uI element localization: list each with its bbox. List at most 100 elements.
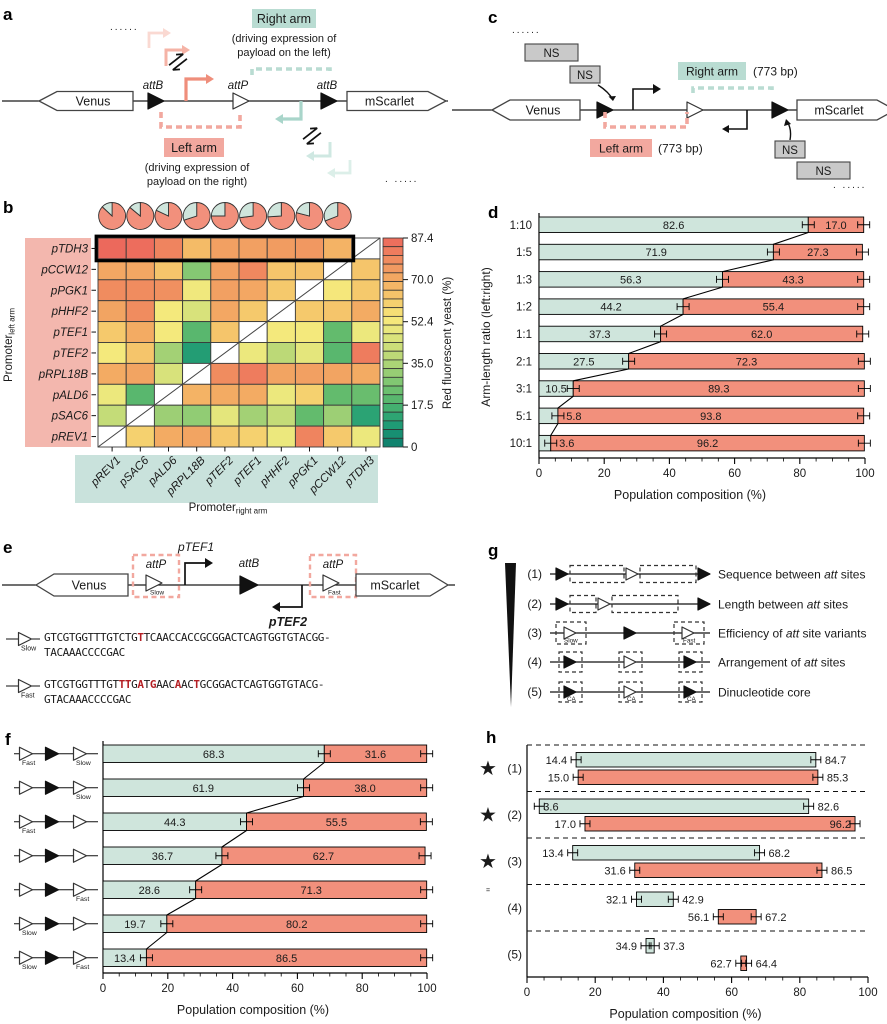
dashed-box xyxy=(639,564,697,584)
attP-variant-triangle-icon xyxy=(17,678,33,694)
ns-box-3 xyxy=(774,140,806,159)
x-tick-label: 0 xyxy=(524,987,530,999)
fast-tag: Fast xyxy=(683,638,695,645)
factor-number: (1) xyxy=(527,567,542,581)
factor-schematic: CA CA CA xyxy=(550,681,710,703)
x-tick-label: 100 xyxy=(858,987,877,999)
dashed-box xyxy=(611,594,679,614)
min-label: 32.1 xyxy=(606,894,627,906)
heatmap-cell xyxy=(153,237,184,260)
pie-teal-slice xyxy=(267,202,282,218)
heatmap-cell xyxy=(351,425,381,448)
right-arm-bracket xyxy=(691,86,774,93)
colorbar-segment xyxy=(382,376,404,387)
teal-value-label: 13.4 xyxy=(114,953,135,965)
teal-value-label: 36.7 xyxy=(152,851,173,863)
error-bar xyxy=(420,886,434,894)
error-bar xyxy=(648,942,660,950)
error-bar xyxy=(544,439,558,447)
error-bar xyxy=(420,920,434,928)
salmon-value-label: 38.0 xyxy=(354,783,375,795)
sequence-line1: GTCGTGGTTTGTCTGTTCAACCACCGCGGACTCAGTGGTG… xyxy=(44,631,330,644)
heatmap-cell xyxy=(294,300,325,323)
category-label: 3:1 xyxy=(516,384,532,396)
colorbar-segment xyxy=(382,342,404,352)
colorbar-segment xyxy=(382,324,404,335)
factor-number: (5) xyxy=(527,685,542,699)
heatmap-cell xyxy=(238,300,268,323)
left-arm-bracket xyxy=(159,112,242,129)
error-bar xyxy=(857,275,871,283)
variant-tag: Slow xyxy=(21,646,37,653)
ns-box-4-label: NS xyxy=(816,166,832,178)
right-arm-bracket xyxy=(250,67,332,75)
heatmap-cell xyxy=(153,279,184,302)
x-tick-label: 20 xyxy=(161,983,174,995)
pie-teal-slice xyxy=(155,202,169,217)
salmon-value-label: 93.8 xyxy=(700,411,721,423)
attP-left-triangle-icon xyxy=(18,848,34,863)
heatmap-cell xyxy=(323,342,353,364)
panel-h-svg: 0 20 40 60 80 100 14.4 84.7 15.0 85.3 (1) ★ 3.6 82.6 1… xyxy=(479,744,878,1021)
attB-triangle-icon xyxy=(563,685,577,699)
teal-value-label: 44.3 xyxy=(164,817,185,829)
attP-triangle-icon xyxy=(623,685,637,699)
colorbar-segment xyxy=(382,281,404,291)
salmon-value-label: 62.7 xyxy=(313,851,334,863)
heatmap-cell xyxy=(97,237,127,260)
attB-triangle-icon xyxy=(555,597,569,611)
teal-value-label: 61.9 xyxy=(193,783,214,795)
attB-triangle-icon xyxy=(44,780,60,795)
panel-c: c ...... NS NS Venus Right arm (773 bp) NS NS. … xyxy=(450,0,887,195)
ptef1-promoter-arrow xyxy=(184,562,205,585)
heatmap-cell xyxy=(182,321,212,343)
panel-d-svg: 0 20 40 60 80 100 82.6 17.0 71.9 27.3 56.3 43.3 44.2… xyxy=(479,213,875,502)
min-label: 13.4 xyxy=(542,848,563,860)
min-label: 62.7 xyxy=(710,958,731,970)
heatmap-cell xyxy=(182,237,212,260)
attP-label: attP xyxy=(228,80,249,92)
heatmap-cell xyxy=(97,279,127,302)
error-bar xyxy=(629,866,641,874)
heatmap-cell xyxy=(182,404,212,427)
heatmap-cell xyxy=(351,362,381,385)
error-bar xyxy=(622,357,636,365)
pie-teal-slice xyxy=(323,202,339,222)
pie-teal-slice xyxy=(295,202,310,217)
left-promoter-arrow-head xyxy=(206,74,214,84)
heatmap-cell xyxy=(323,362,353,385)
dashed-box xyxy=(569,594,597,614)
connector-line xyxy=(660,313,684,327)
salmon-value-label: 55.4 xyxy=(763,302,784,314)
row-label: pHHF2 xyxy=(51,306,89,318)
heatmap-cell xyxy=(125,342,155,364)
attP-right-triangle-icon xyxy=(72,950,88,965)
variant-tag: Fast xyxy=(21,693,35,700)
x-tick-label: 40 xyxy=(663,468,676,480)
error-bar xyxy=(317,750,331,758)
error-bar xyxy=(160,920,174,928)
heatmap-cell xyxy=(266,383,296,406)
attB2-label: attB xyxy=(317,80,338,92)
col-label-band xyxy=(75,455,378,503)
error-bar xyxy=(551,412,565,420)
right-arm-note2: payload on the left) xyxy=(237,47,331,59)
equilibrium-arrows-left-fwd xyxy=(168,53,184,66)
ptef2-promoter-arrow xyxy=(280,585,303,608)
significance-star-icon: ★ xyxy=(479,849,497,873)
attB-triangle-icon xyxy=(44,916,60,931)
colorbar-segment xyxy=(382,315,404,326)
pie-teal-slice xyxy=(129,202,141,217)
attP-slow-label: attP xyxy=(146,559,167,571)
attB-triangle-icon xyxy=(555,567,569,581)
error-bar xyxy=(189,886,203,894)
right-promoter-faded2-head xyxy=(327,168,335,178)
y-axis-title: Arm-length ratio (left:right) xyxy=(479,267,493,406)
left-arm-note2: payload on the right) xyxy=(147,176,247,188)
error-bar xyxy=(676,303,690,311)
heatmap-cell xyxy=(153,404,184,427)
heatmap-cell xyxy=(351,300,381,323)
attP-left-triangle-icon xyxy=(18,916,34,931)
right-arm-note1: (driving expression of xyxy=(232,33,337,45)
salmon-value-label: 55.5 xyxy=(326,817,347,829)
